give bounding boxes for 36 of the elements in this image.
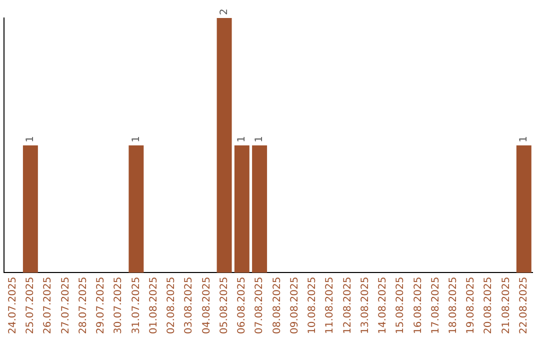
data-label: 1 [236,136,248,142]
x-tick-label: 04.08.2025 [201,276,212,334]
x-tick-label: 30.07.2025 [113,276,124,334]
x-tick-label: 06.08.2025 [236,276,248,334]
x-tick-label: 24.07.2025 [7,276,18,334]
x-tick-label: 13.08.2025 [360,276,371,334]
x-tick-label: 26.07.2025 [42,276,54,334]
x-tick-label: 10.08.2025 [307,276,318,334]
x-tick-label: 03.08.2025 [184,276,195,334]
x-tick-label: 09.08.2025 [289,276,300,334]
x-tick-label: 27.07.2025 [60,276,72,334]
x-tick-label: 07.08.2025 [254,276,266,334]
x-tick-label: 16.08.2025 [412,276,424,334]
x-tick-label: 12.08.2025 [342,276,354,334]
data-label: 1 [254,136,266,142]
x-tick-label: 31.07.2025 [130,276,142,334]
x-tick-label: 25.07.2025 [25,276,36,334]
data-label: 2 [218,8,230,15]
x-tick-label: 21.08.2025 [500,276,512,334]
x-tick-label: 05.08.2025 [218,276,230,334]
x-tick-label: 14.08.2025 [378,276,389,334]
x-tick-label: 02.08.2025 [166,276,178,334]
x-tick-label: 18.08.2025 [448,276,459,334]
x-tick-label: 22.08.2025 [518,276,530,334]
x-tick-label: 08.08.2025 [272,276,283,334]
x-tick-label: 11.08.2025 [324,276,336,334]
data-label: 1 [518,136,530,142]
x-tick-label: 29.07.2025 [96,276,107,334]
x-tick-label: 15.08.2025 [395,276,406,334]
data-label: 1 [25,136,36,142]
x-tick-label: 28.07.2025 [78,276,89,334]
x-tick-label: 17.08.2025 [430,276,442,334]
x-tick-label: 20.08.2025 [483,276,494,334]
x-tick-label: 01.08.2025 [148,276,160,334]
x-tick-label: 19.08.2025 [466,276,477,334]
data-label: 1 [130,136,142,142]
